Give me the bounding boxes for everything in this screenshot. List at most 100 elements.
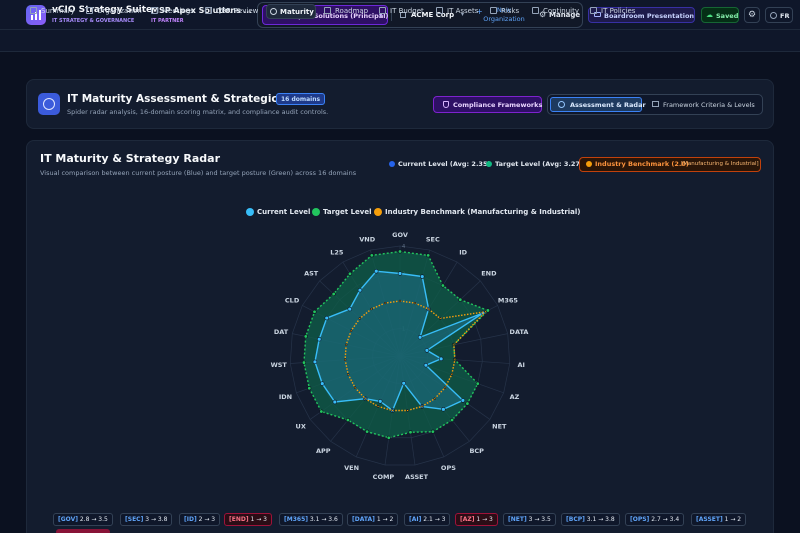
benchmark-series-point xyxy=(376,405,380,408)
warning-icon xyxy=(490,7,497,14)
domain-chip[interactable]: [GOV] 2.8 → 3.5 xyxy=(53,513,113,526)
benchmark-series-point xyxy=(438,317,442,320)
benchmark-series-point xyxy=(452,343,456,347)
radar-axis-label: SEC xyxy=(426,235,440,243)
legend-dot xyxy=(312,208,320,216)
tab-maturity[interactable]: Maturity xyxy=(266,4,316,19)
domain-chip[interactable]: [NET] 3 → 3.5 xyxy=(503,513,556,526)
domain-chip[interactable]: [M365] 3.1 → 3.6 xyxy=(279,513,343,526)
tab-roadmap[interactable]: Roadmap xyxy=(322,4,368,19)
server-icon xyxy=(436,7,443,14)
domain-chip-code: [NET] xyxy=(508,516,527,523)
tab-summary[interactable]: Summary xyxy=(28,4,75,19)
domain-chip-range: 3.1 → 3.8 xyxy=(584,516,615,523)
saved-label: Saved xyxy=(716,12,739,20)
view-criteria-label: Framework Criteria & Levels xyxy=(663,101,755,109)
target-series-point xyxy=(369,253,374,258)
current-series-point xyxy=(332,399,338,405)
radar-axis-label: GOV xyxy=(392,231,408,239)
current-series-point xyxy=(397,271,403,276)
tab-label: Roadmap xyxy=(335,7,369,15)
benchmark-series-point xyxy=(484,310,487,313)
language-button[interactable]: FR xyxy=(765,7,793,23)
app-logo-icon[interactable] xyxy=(26,5,46,25)
tab-it-policies[interactable]: IT Policies xyxy=(588,4,635,19)
benchmark-series-point xyxy=(450,373,454,376)
chart-legend-benchmark[interactable]: Industry Benchmark (Manufacturing & Indu… xyxy=(374,208,581,216)
radar-chart: 1234GOVSECIDENDM365DATAAIAZNETBCPOPSASSE… xyxy=(271,231,529,481)
tab-label: IT Budget xyxy=(390,7,424,15)
domain-chip[interactable]: [END] 1 → 3 xyxy=(224,513,272,526)
domain-chip[interactable]: [BCP] 3.1 → 3.8 xyxy=(561,513,620,526)
current-series-point xyxy=(441,407,446,412)
page-icon xyxy=(38,93,60,115)
domain-chip[interactable]: [SEC] 3 → 3.8 xyxy=(120,513,173,526)
domain-chip[interactable]: [AI] 2.1 → 3 xyxy=(404,513,451,526)
radar-axis-label: VND xyxy=(359,235,375,243)
tab-risks[interactable]: Risks xyxy=(488,4,519,19)
current-series-point xyxy=(357,288,363,293)
calendar-icon xyxy=(151,7,158,14)
tab-it-assets[interactable]: IT Assets xyxy=(434,4,478,19)
chevron-down-icon: ▾ xyxy=(378,12,382,19)
domain-chip-code: [END] xyxy=(229,516,249,523)
cloud-check-icon: ☁ xyxy=(706,11,713,19)
domain-chip[interactable]: [AZ] 1 → 3 xyxy=(455,513,498,526)
radar-axis-label: OPS xyxy=(441,464,456,472)
target-series-point xyxy=(440,283,445,288)
domain-chip[interactable]: [OPS] 2.7 → 3.4 xyxy=(625,513,685,526)
view-assessment-radar[interactable]: Assessment & Radar xyxy=(550,97,646,112)
domain-chip[interactable]: [ID] 2 → 3 xyxy=(179,513,221,526)
app-subtitle: IT STRATEGY & GOVERNANCE xyxy=(52,18,135,24)
manage-button[interactable]: ⚙ Manage xyxy=(536,5,580,25)
domain-chip-range: 1 → 2 xyxy=(722,516,742,523)
compass-icon xyxy=(558,101,565,108)
legend-dot xyxy=(374,208,382,216)
domain-chip-code: [DATA] xyxy=(352,516,375,523)
domain-chip-code: [AI] xyxy=(409,516,422,523)
radar-axis-label: AZ xyxy=(510,393,520,401)
target-series-point xyxy=(331,292,336,297)
chart-legend-target[interactable]: Target Level xyxy=(312,208,372,216)
compliance-frameworks-button[interactable]: Compliance Frameworks xyxy=(433,96,542,113)
legend-dot xyxy=(246,208,254,216)
benchmark-series-area xyxy=(344,300,488,412)
current-series-area xyxy=(314,270,484,412)
chart-legend-current[interactable]: Current Level xyxy=(246,208,310,216)
shield-icon xyxy=(532,7,539,14)
radar-axis-label: L25 xyxy=(330,249,344,257)
chart-icon xyxy=(205,7,212,14)
domain-chip-code: [GOV] xyxy=(58,516,78,523)
tab-continuity[interactable]: Continuity xyxy=(530,4,579,19)
benchmark-series-point xyxy=(343,358,347,361)
domain-chip-range: 2.8 → 3.5 xyxy=(78,516,108,523)
target-series-point xyxy=(450,417,455,422)
tab-label: IT Policies xyxy=(601,7,636,15)
compass-icon xyxy=(43,98,55,110)
domains-badge: 16 domains xyxy=(276,93,326,105)
domain-chip[interactable]: [DATA] 1 → 2 xyxy=(347,513,399,526)
view-framework-criteria[interactable]: Framework Criteria & Levels xyxy=(648,97,760,112)
boardroom-presentation-button[interactable]: Boardroom Presentation xyxy=(588,7,695,23)
radar-axis-label: COMP xyxy=(373,473,395,481)
page-subtitle: Spider radar analysis, 16-domain scoring… xyxy=(67,108,329,116)
radar-axis-label: UX xyxy=(296,423,306,431)
client-select[interactable]: ACME Corp ▾ xyxy=(398,5,468,25)
radar-axis-label: IDN xyxy=(279,393,292,401)
domain-chip[interactable]: [ASSET] 1 → 2 xyxy=(691,513,747,526)
benchmark-series-point xyxy=(420,405,424,408)
radar-axis-label: M365 xyxy=(498,297,519,305)
tab-qbr-review[interactable]: QBR Review xyxy=(203,4,258,19)
tab-organization[interactable]: Organization xyxy=(84,4,142,19)
new-organization-button[interactable]: + New Organization xyxy=(474,4,534,26)
tab-label: Continuity xyxy=(543,7,580,15)
domain-chip-partial[interactable] xyxy=(56,529,110,533)
tab-it-budget[interactable]: IT Budget xyxy=(377,4,424,19)
tab-label: Risks xyxy=(501,7,520,15)
new-org-label-2: Organization xyxy=(483,15,525,23)
tab-meetings[interactable]: Meetings xyxy=(149,4,194,19)
settings-button[interactable]: ⚙ xyxy=(744,7,760,23)
benchmark-series-point xyxy=(383,301,387,305)
domain-chip-code: [OPS] xyxy=(630,516,650,523)
current-series-point xyxy=(324,315,329,321)
